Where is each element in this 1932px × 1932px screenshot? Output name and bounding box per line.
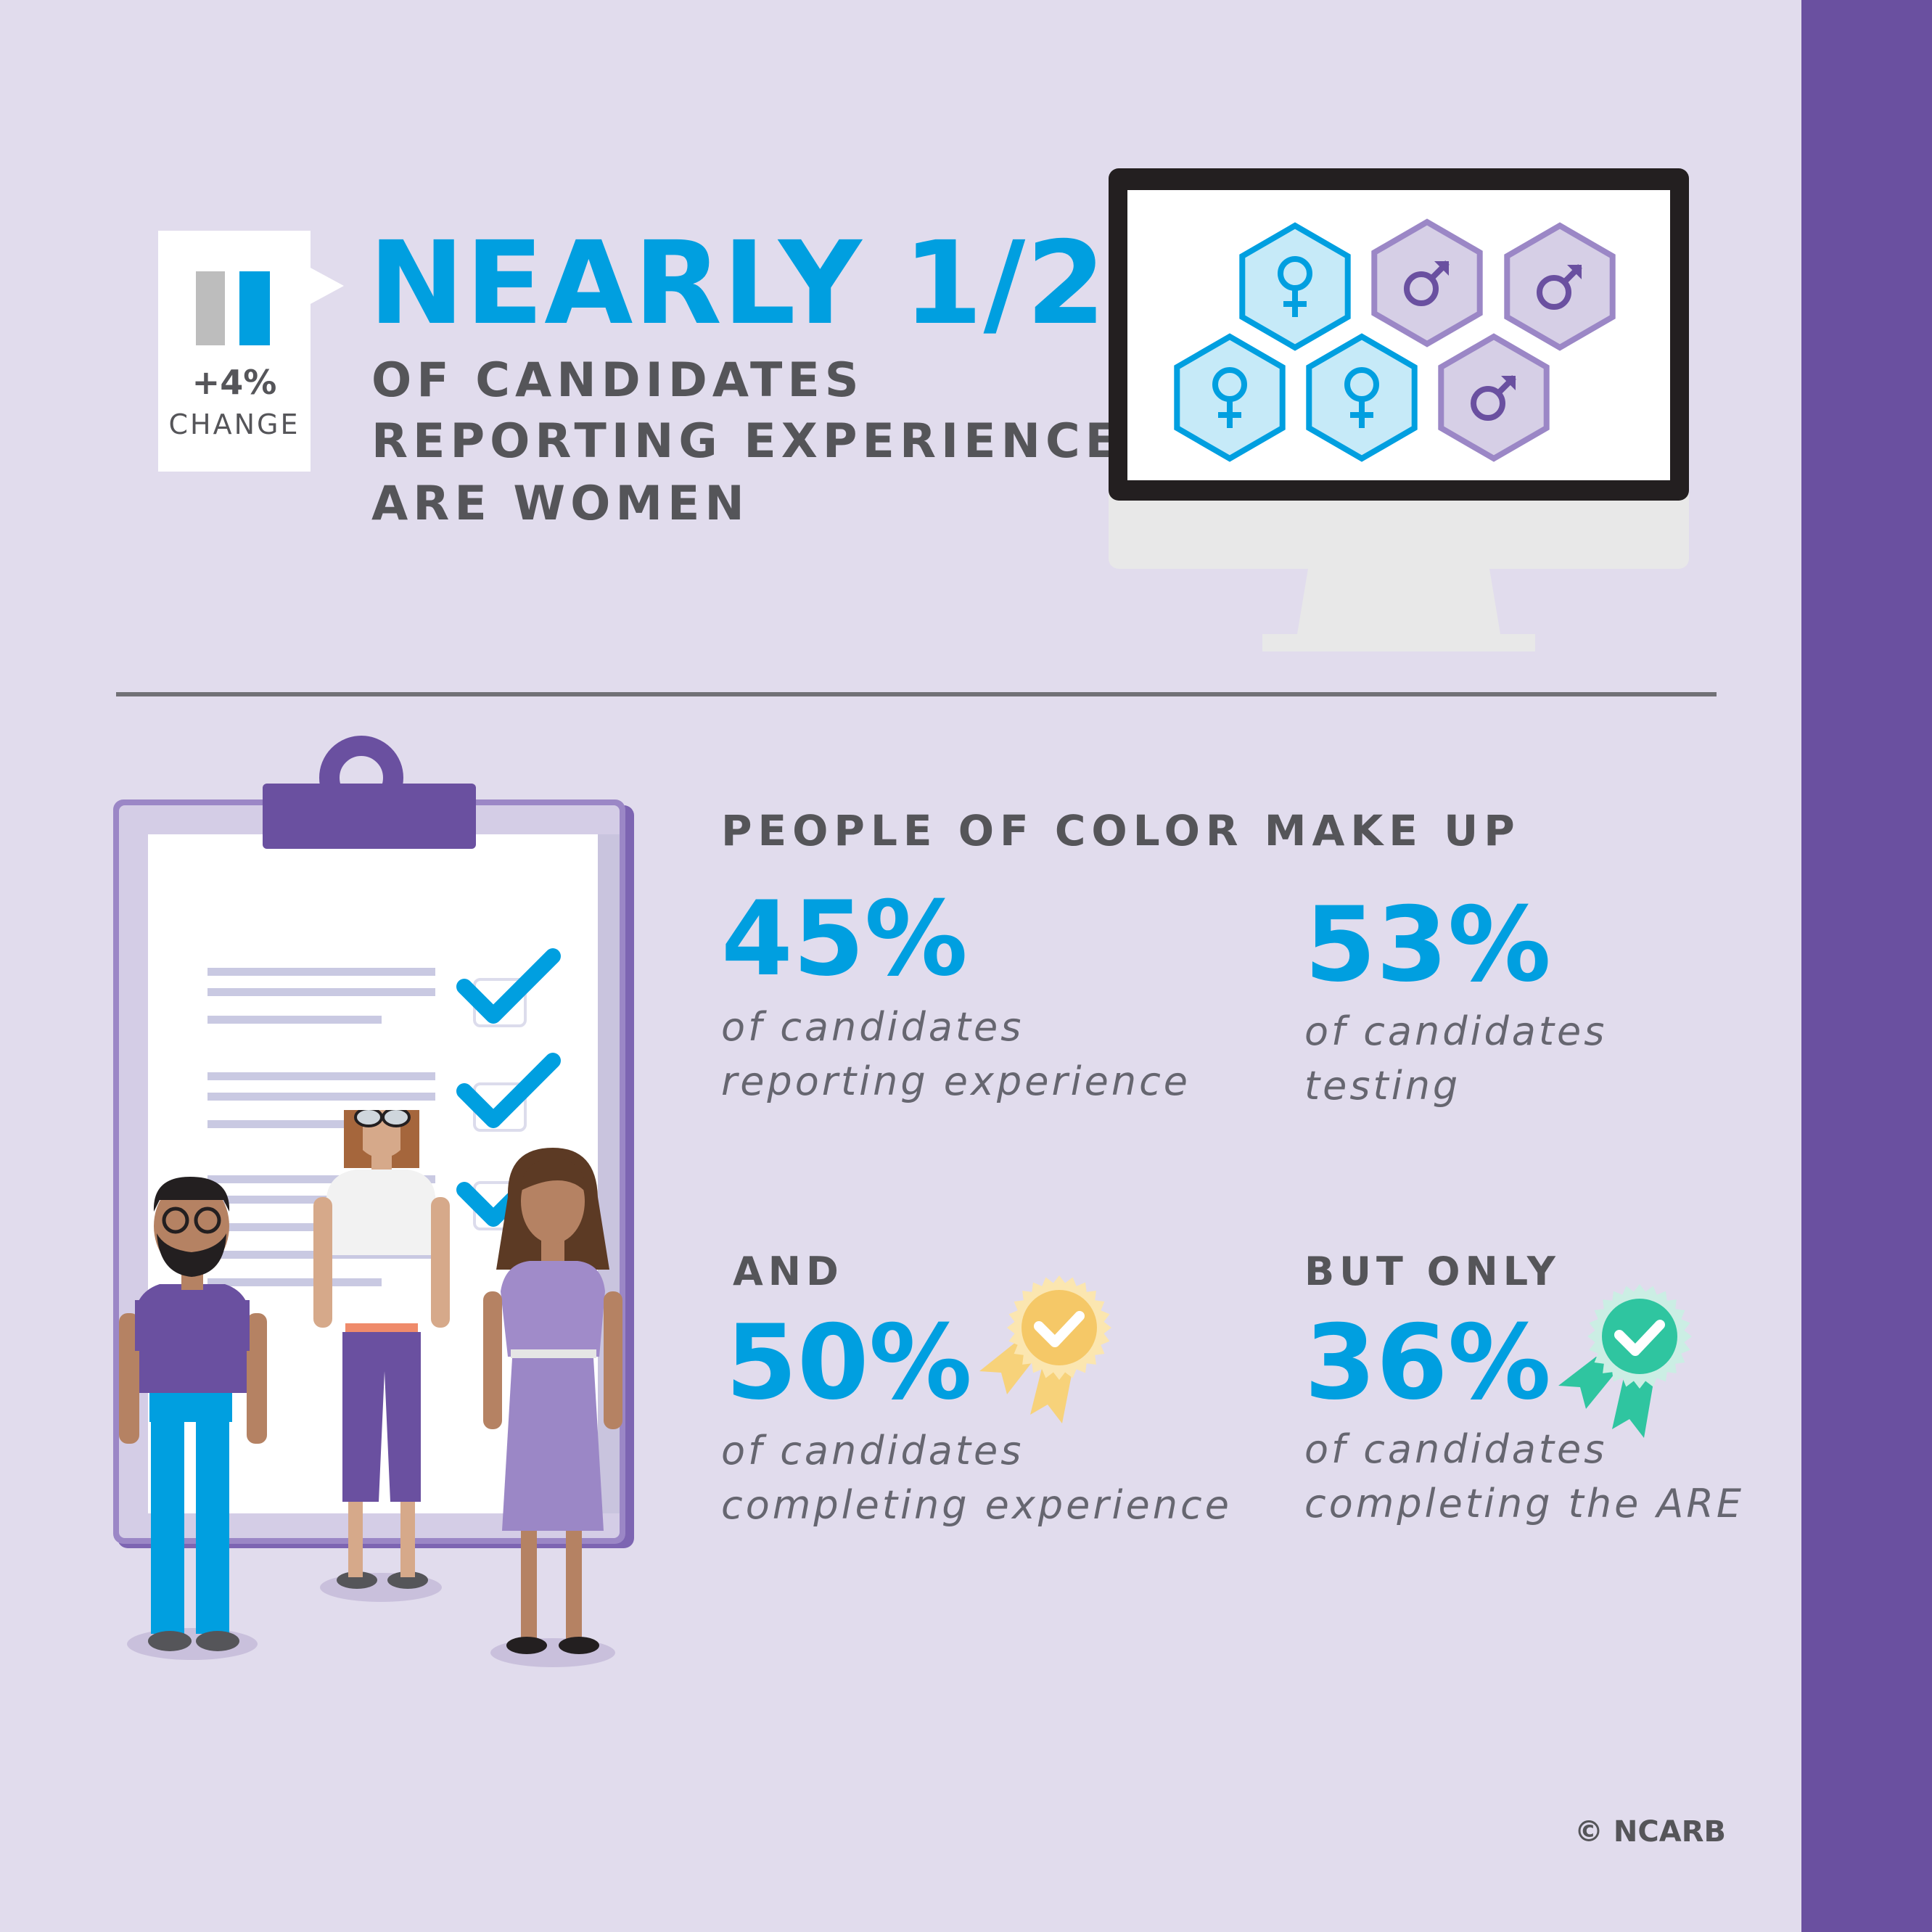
female-symbol-icon bbox=[1344, 367, 1379, 428]
female-symbol-icon bbox=[1212, 367, 1247, 428]
stat-testing-value: 53% bbox=[1304, 885, 1551, 1005]
people-illustration bbox=[119, 1110, 622, 1667]
stat-description-line: testing bbox=[1304, 1063, 1461, 1109]
monitor-icon bbox=[1109, 168, 1689, 651]
poc-heading: PEOPLE OF COLOR MAKE UP bbox=[721, 806, 1521, 855]
stat-description-line: of candidates bbox=[721, 1428, 1024, 1473]
male-symbol-icon bbox=[1537, 264, 1582, 310]
checkmark-icon bbox=[1614, 1320, 1665, 1356]
stat-description-line: completing experience bbox=[721, 1482, 1232, 1528]
stat-description-line: reporting experience bbox=[721, 1059, 1191, 1104]
stat-completing-experience-value: 50% bbox=[725, 1303, 972, 1423]
hexagon-tile bbox=[1371, 218, 1483, 348]
side-accent-bar bbox=[1801, 0, 1932, 1932]
checklist-row-2 bbox=[207, 1053, 561, 1132]
stat-description-line: of candidates bbox=[721, 1004, 1024, 1050]
monitor-base bbox=[1262, 634, 1535, 651]
hexagon-tile bbox=[1438, 333, 1550, 462]
stat-reporting-value: 45% bbox=[721, 879, 968, 999]
gold-award-ribbon-icon bbox=[979, 1275, 1111, 1423]
headline-subtitle-line-1: OF CANDIDATES bbox=[371, 353, 864, 408]
woman-in-dress-figure bbox=[483, 1148, 622, 1667]
stat-completing-experience-description: of candidates completing experience bbox=[721, 1423, 1232, 1532]
man-figure bbox=[119, 1177, 267, 1660]
clipboard-clip bbox=[263, 784, 476, 849]
checklist-row-1 bbox=[207, 948, 561, 1027]
bar-chart-icon-previous-bar bbox=[196, 271, 225, 345]
copyright: © NCARB bbox=[1574, 1815, 1727, 1849]
headline-subtitle-line-3: ARE WOMEN bbox=[371, 477, 749, 531]
checkmark-icon bbox=[456, 948, 561, 1024]
bar-chart-icon-current-bar bbox=[239, 271, 270, 345]
headline-title: NEARLY 1/2 bbox=[369, 217, 1107, 350]
woman-with-glasses-figure bbox=[313, 1110, 450, 1602]
monitor-stand bbox=[1297, 569, 1500, 634]
change-label: CHANGE bbox=[168, 408, 300, 440]
stat-testing-description: of candidates testing bbox=[1304, 1004, 1607, 1113]
stat-description-line: of candidates bbox=[1304, 1008, 1608, 1054]
headline-subtitle-line-2: REPORTING EXPERIENCE bbox=[371, 414, 1123, 469]
checkmark-icon bbox=[1034, 1311, 1085, 1347]
teal-award-ribbon-icon bbox=[1558, 1284, 1692, 1438]
badge-pointer bbox=[309, 267, 344, 305]
stat-reporting-description: of candidates reporting experience bbox=[721, 1000, 1191, 1109]
change-value: +4% bbox=[192, 363, 277, 402]
but-only-label: BUT ONLY bbox=[1304, 1249, 1561, 1294]
and-label: AND bbox=[733, 1249, 844, 1294]
stat-description-line: of candidates bbox=[1304, 1426, 1608, 1472]
change-badge bbox=[158, 231, 311, 472]
stat-completing-are-value: 36% bbox=[1304, 1303, 1551, 1423]
stat-description-line: completing the ARE bbox=[1304, 1481, 1745, 1526]
male-symbol-icon bbox=[1404, 260, 1450, 306]
hexagon-tile bbox=[1504, 222, 1616, 351]
section-divider bbox=[116, 692, 1717, 696]
checkmark-icon bbox=[456, 1053, 561, 1128]
female-symbol-icon bbox=[1278, 256, 1312, 317]
male-symbol-icon bbox=[1471, 375, 1516, 421]
stat-completing-are-description: of candidates completing the ARE bbox=[1304, 1422, 1744, 1531]
